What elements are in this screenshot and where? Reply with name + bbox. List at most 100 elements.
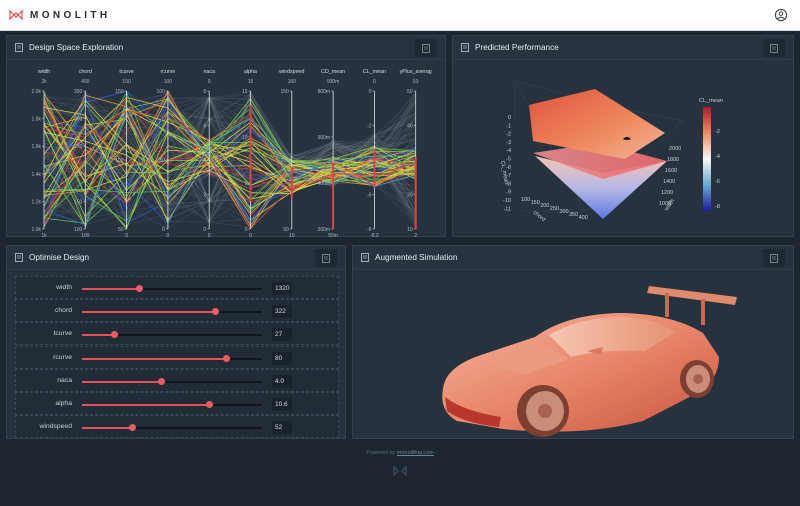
front-grille: [445, 397, 501, 427]
pc-line: [43, 97, 416, 180]
pc-axis-tick: 0: [369, 89, 372, 95]
pc-axis-top: 0: [373, 79, 376, 85]
pc-axis-tick: 8: [203, 89, 206, 95]
pc-axis-title: width: [38, 69, 50, 75]
slider-label: windspeed: [39, 423, 73, 431]
pc-axis-naca[interactable]: naca 9 0 8 6 4 2 0: [203, 69, 215, 237]
pc-axis-rcurve[interactable]: rcurve 100 0 100 50 0: [157, 69, 176, 237]
slider-track[interactable]: [82, 331, 262, 339]
slider-track[interactable]: [82, 401, 262, 408]
pc-line: [43, 96, 416, 230]
side-mirror: [587, 347, 603, 355]
slider-track[interactable]: [82, 308, 262, 316]
slider-value-input[interactable]: 4.0: [272, 374, 292, 388]
slider-thumb[interactable]: [136, 285, 144, 292]
pc-axis-tick: 6: [203, 124, 206, 130]
z-tick: -5: [506, 157, 511, 163]
slider-track[interactable]: [82, 424, 262, 432]
z-tick: -6: [506, 165, 511, 171]
pc-brush[interactable]: [414, 157, 417, 229]
pc-axis-tick: 50: [407, 89, 413, 95]
z-tick: -8: [506, 181, 511, 187]
pc-axis-tick: 0: [245, 227, 248, 233]
car-simulation-view[interactable]: [353, 271, 793, 439]
pc-line: [43, 99, 416, 212]
design-space-header: Design Space Exploration: [7, 36, 445, 60]
car-roof: [549, 317, 675, 357]
colorbar-ticks: -2 -4 -6 -8: [715, 129, 720, 210]
slider-thumb[interactable]: [157, 377, 165, 385]
slider-value-input[interactable]: 10.6: [272, 398, 292, 411]
y-axis-ticks: 1000 1200 1400 1600 1800 2000: [659, 146, 681, 207]
pc-axis-tick: 40: [407, 124, 413, 130]
slider-track[interactable]: [82, 354, 262, 362]
pc-axis-tcurve[interactable]: tcurve 150 0 150 100 50: [115, 69, 134, 237]
slider-track[interactable]: [82, 377, 262, 385]
slider-row-rcurve: rcurve 80: [15, 345, 339, 369]
footer-link[interactable]: monolithai.com: [396, 450, 434, 456]
pc-line: [43, 107, 416, 219]
pc-axis-windspeed[interactable]: windspeed 160 10 150 100 50: [279, 69, 304, 237]
pc-line: [43, 99, 416, 227]
pc-line: [43, 97, 416, 186]
panel-menu-button[interactable]: [415, 39, 437, 57]
pc-axis-tick: 400m: [318, 181, 331, 187]
pc-axis-tick: 10: [242, 135, 248, 141]
slider-fill: [82, 404, 210, 406]
z-tick: -11: [503, 206, 511, 212]
surface-plot[interactable]: 0 -1 -2 -3 -4 -5 -6 -7 -8 -9 -10 -11 CL_mean 100 150…: [453, 61, 793, 237]
pc-axis-width[interactable]: width 2k 1k 2.0k 1.8k 1.6k 1.4k 1.2k 1.0k: [32, 69, 51, 237]
x-axis-title: chord: [532, 210, 547, 223]
pc-axis-chord[interactable]: chord 400 100 350 300 250 200 150 100: [74, 69, 92, 237]
pc-line: [43, 102, 416, 228]
pc-brushes[interactable]: [249, 104, 417, 229]
y-tick: 1600: [665, 168, 677, 174]
slider-value-input[interactable]: 52: [272, 421, 292, 435]
panel-menu-button[interactable]: [763, 249, 785, 267]
pc-axis-tick: 10: [407, 227, 413, 233]
pc-line: [43, 110, 416, 230]
x-tick: 250: [550, 206, 559, 212]
slider-thumb[interactable]: [211, 308, 219, 316]
x-tick: 150: [531, 200, 540, 206]
slider-value-input[interactable]: 80: [272, 351, 292, 365]
slider-value-input[interactable]: 322: [272, 305, 292, 319]
x-tick: 200: [540, 203, 549, 209]
pc-axis-tick: 1.2k: [32, 199, 42, 205]
slider-label: tcurve: [53, 330, 72, 338]
slider-thumb[interactable]: [206, 401, 214, 408]
panel-menu-button[interactable]: [315, 249, 337, 267]
slider-row-alpha: alpha 10.6: [15, 392, 339, 415]
slider-thumb[interactable]: [222, 354, 230, 362]
footer-powered-by: Powered by: [366, 450, 396, 456]
pc-brush[interactable]: [373, 148, 376, 188]
slider-value-input[interactable]: 1320: [272, 282, 292, 295]
y-tick: 1400: [663, 179, 675, 185]
pc-axis-title: tcurve: [119, 69, 133, 75]
slider-thumb[interactable]: [110, 331, 118, 339]
x-axis-ticks: 100 150 200 250 300 350 400: [521, 197, 588, 221]
slider-value-input[interactable]: 27: [272, 328, 292, 342]
pc-brush[interactable]: [290, 166, 293, 199]
slider-row-naca: naca 4.0: [15, 368, 339, 392]
slider-thumb[interactable]: [128, 424, 136, 432]
pc-line: [43, 113, 416, 173]
slider-fill: [82, 288, 140, 290]
user-circle-icon[interactable]: [774, 8, 788, 22]
pc-axis-tick: 15: [242, 89, 248, 95]
z-tick: -9: [506, 190, 511, 196]
pc-brush[interactable]: [332, 162, 335, 229]
app-logo[interactable]: MONOLITH: [9, 10, 111, 21]
pc-axis-top: 150: [122, 79, 131, 85]
pc-axis-tick: 5: [245, 181, 248, 187]
pc-axis-tick: -8: [367, 227, 372, 233]
pc-axis-tick: -4: [367, 158, 372, 164]
panel-menu-button[interactable]: [763, 39, 785, 57]
pc-brush[interactable]: [249, 104, 252, 202]
pc-axis-title: CL_mean: [363, 69, 386, 75]
y-tick: 1200: [661, 190, 673, 196]
slider-track[interactable]: [82, 285, 262, 292]
pc-axis-title: windspeed: [279, 69, 304, 75]
pc-line: [43, 101, 416, 201]
